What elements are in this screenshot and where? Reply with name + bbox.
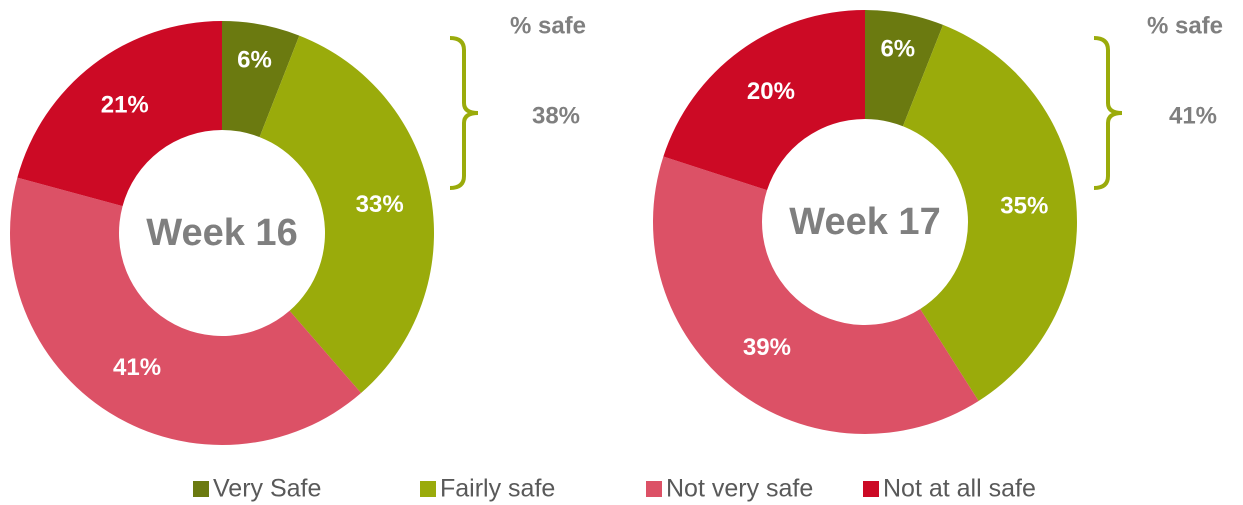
annotation: 38% xyxy=(532,102,580,129)
value-label: 6% xyxy=(880,35,915,62)
value-label: 41% xyxy=(113,354,161,381)
value-label: 21% xyxy=(101,91,149,118)
annotation: % safe xyxy=(510,12,586,39)
slice xyxy=(17,21,222,207)
slice xyxy=(222,21,300,138)
value-label: 6% xyxy=(237,46,272,73)
legend-swatch xyxy=(646,481,662,497)
slice xyxy=(653,156,979,434)
value-label: 20% xyxy=(747,78,795,105)
value-label: 39% xyxy=(743,334,791,361)
center-label: Week 16 xyxy=(146,212,297,254)
legend-swatch xyxy=(863,481,879,497)
legend-label: Not very safe xyxy=(666,475,813,503)
legend-label: Very Safe xyxy=(213,475,321,503)
legend-label: Not at all safe xyxy=(883,475,1036,503)
legend-swatch xyxy=(193,481,209,497)
annotation: 41% xyxy=(1169,102,1217,129)
brace xyxy=(449,36,479,190)
slice xyxy=(259,35,434,394)
slice xyxy=(865,10,944,127)
value-label: 35% xyxy=(1000,192,1048,219)
legend-label: Fairly safe xyxy=(440,475,555,503)
annotation: % safe xyxy=(1147,12,1223,39)
brace xyxy=(1093,36,1123,190)
slice xyxy=(663,10,865,191)
slice xyxy=(902,24,1077,401)
value-label: 33% xyxy=(356,191,404,218)
center-label: Week 17 xyxy=(789,201,940,243)
slice xyxy=(9,177,362,446)
legend-swatch xyxy=(420,481,436,497)
